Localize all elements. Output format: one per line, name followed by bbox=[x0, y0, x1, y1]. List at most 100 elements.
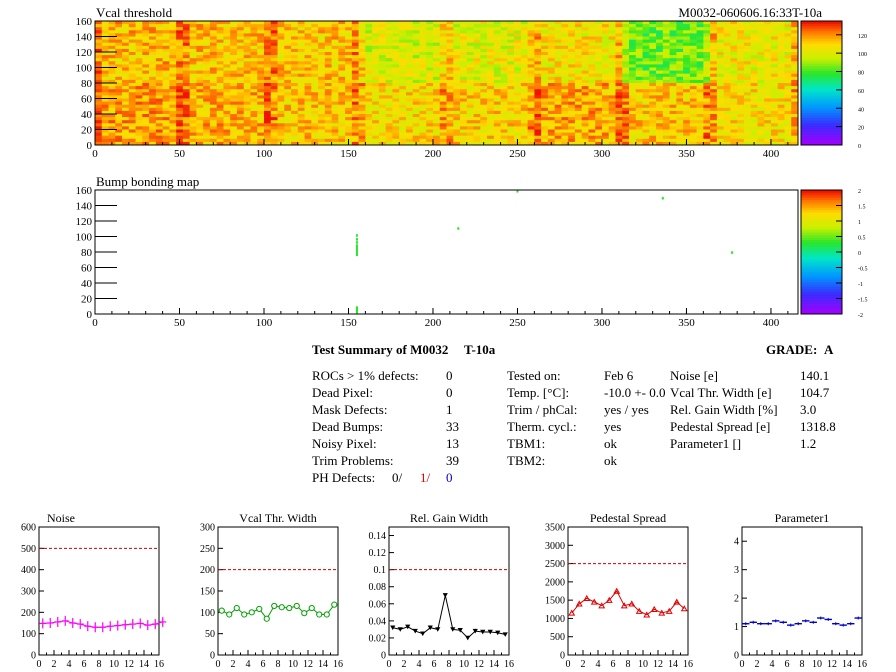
heat-cell bbox=[284, 107, 292, 112]
heat-cell bbox=[297, 45, 305, 50]
heat-cell bbox=[764, 67, 772, 71]
heat-cell bbox=[689, 30, 697, 34]
heat-cell bbox=[730, 98, 738, 102]
heat-cell bbox=[331, 120, 339, 124]
heat-cell bbox=[743, 21, 751, 25]
data-point bbox=[487, 629, 493, 635]
heat-cell bbox=[581, 114, 589, 118]
heat-cell bbox=[446, 52, 454, 56]
heat-cell bbox=[392, 114, 400, 118]
heat-cell bbox=[385, 135, 393, 140]
heat-cell bbox=[581, 27, 589, 31]
heat-cell bbox=[243, 83, 251, 87]
heat-cell bbox=[500, 104, 508, 109]
heat-cell bbox=[520, 42, 528, 47]
heat-cell bbox=[223, 86, 231, 90]
y-tick-label: 500 bbox=[21, 544, 36, 555]
heat-cell bbox=[716, 110, 724, 115]
heat-cell bbox=[284, 86, 292, 90]
heat-cell bbox=[561, 101, 569, 105]
heat-cell bbox=[108, 129, 116, 133]
heat-cell bbox=[331, 27, 339, 31]
heat-cell bbox=[223, 48, 231, 53]
heat-cell bbox=[399, 70, 407, 74]
heat-cell bbox=[399, 52, 407, 56]
heat-cell bbox=[412, 67, 420, 71]
heat-cell bbox=[622, 132, 630, 136]
heat-cell bbox=[412, 86, 420, 90]
heat-cell bbox=[345, 135, 353, 140]
heat-cell bbox=[473, 33, 481, 37]
heat-cell bbox=[209, 117, 217, 121]
heat-cell bbox=[101, 61, 109, 65]
heat-cell bbox=[534, 79, 542, 84]
heat-cell bbox=[392, 30, 400, 34]
heat-cell bbox=[176, 76, 184, 81]
heat-cell bbox=[629, 101, 637, 105]
heat-cell bbox=[750, 42, 758, 47]
heat-cell bbox=[196, 67, 204, 71]
heat-cell bbox=[622, 141, 630, 146]
x-tick-label: 250 bbox=[509, 317, 526, 329]
heat-cell bbox=[257, 70, 265, 74]
heat-cell bbox=[770, 61, 779, 65]
heat-cell bbox=[635, 67, 643, 71]
heat-cell bbox=[277, 83, 285, 87]
heat-cell bbox=[263, 83, 272, 87]
summary-value: Feb 6 bbox=[604, 368, 634, 383]
heat-cell bbox=[95, 86, 103, 90]
heat-cell bbox=[642, 129, 650, 133]
heat-cell bbox=[95, 55, 103, 59]
heat-cell bbox=[750, 107, 758, 112]
heat-cell bbox=[189, 33, 197, 37]
heat-cell bbox=[460, 95, 468, 99]
heat-cell bbox=[291, 123, 299, 127]
heat-cell bbox=[399, 83, 407, 87]
heat-cell bbox=[284, 83, 292, 87]
color-band bbox=[801, 190, 842, 193]
heat-cell bbox=[365, 138, 373, 143]
heat-cell bbox=[385, 98, 393, 102]
heat-cell bbox=[182, 24, 190, 28]
heat-cell bbox=[311, 86, 319, 90]
heat-cell bbox=[534, 52, 542, 56]
heat-cell bbox=[534, 64, 542, 68]
heat-cell bbox=[243, 138, 251, 143]
heat-cell bbox=[500, 95, 508, 99]
heat-cell bbox=[399, 141, 407, 146]
heat-cell bbox=[176, 89, 184, 93]
heat-cell bbox=[108, 33, 116, 37]
heat-cell bbox=[182, 58, 190, 62]
heat-cell bbox=[635, 30, 643, 34]
heat-cell bbox=[284, 126, 292, 130]
heat-cell bbox=[460, 58, 468, 62]
y-tick-label: 120 bbox=[76, 47, 93, 59]
heat-cell bbox=[351, 120, 359, 124]
heat-cell bbox=[115, 36, 123, 40]
heat-cell bbox=[196, 76, 204, 81]
heat-cell bbox=[291, 64, 299, 68]
heat-cell bbox=[162, 126, 170, 130]
heat-cell bbox=[270, 117, 278, 121]
heat-cell bbox=[635, 138, 643, 143]
heat-cell bbox=[311, 67, 319, 71]
heat-cell bbox=[257, 21, 265, 25]
heat-cell bbox=[331, 79, 339, 84]
heat-cell bbox=[209, 30, 217, 34]
heat-cell bbox=[554, 36, 562, 40]
heat-cell bbox=[439, 30, 447, 34]
heat-cell bbox=[223, 114, 231, 118]
heat-cell bbox=[324, 107, 332, 112]
heat-cell bbox=[622, 52, 630, 56]
heat-cell bbox=[311, 83, 319, 87]
heat-cell bbox=[142, 45, 150, 50]
heat-cell bbox=[635, 45, 643, 50]
heat-cell bbox=[635, 52, 643, 56]
heat-cell bbox=[514, 33, 522, 37]
heat-cell bbox=[534, 76, 542, 81]
heat-cell bbox=[473, 98, 481, 102]
heat-cell bbox=[115, 110, 123, 115]
heat-cell bbox=[568, 135, 576, 140]
heat-cell bbox=[561, 104, 569, 109]
test-summary: Test Summary of M0032 T-10a GRADE: A ROC… bbox=[312, 342, 842, 492]
